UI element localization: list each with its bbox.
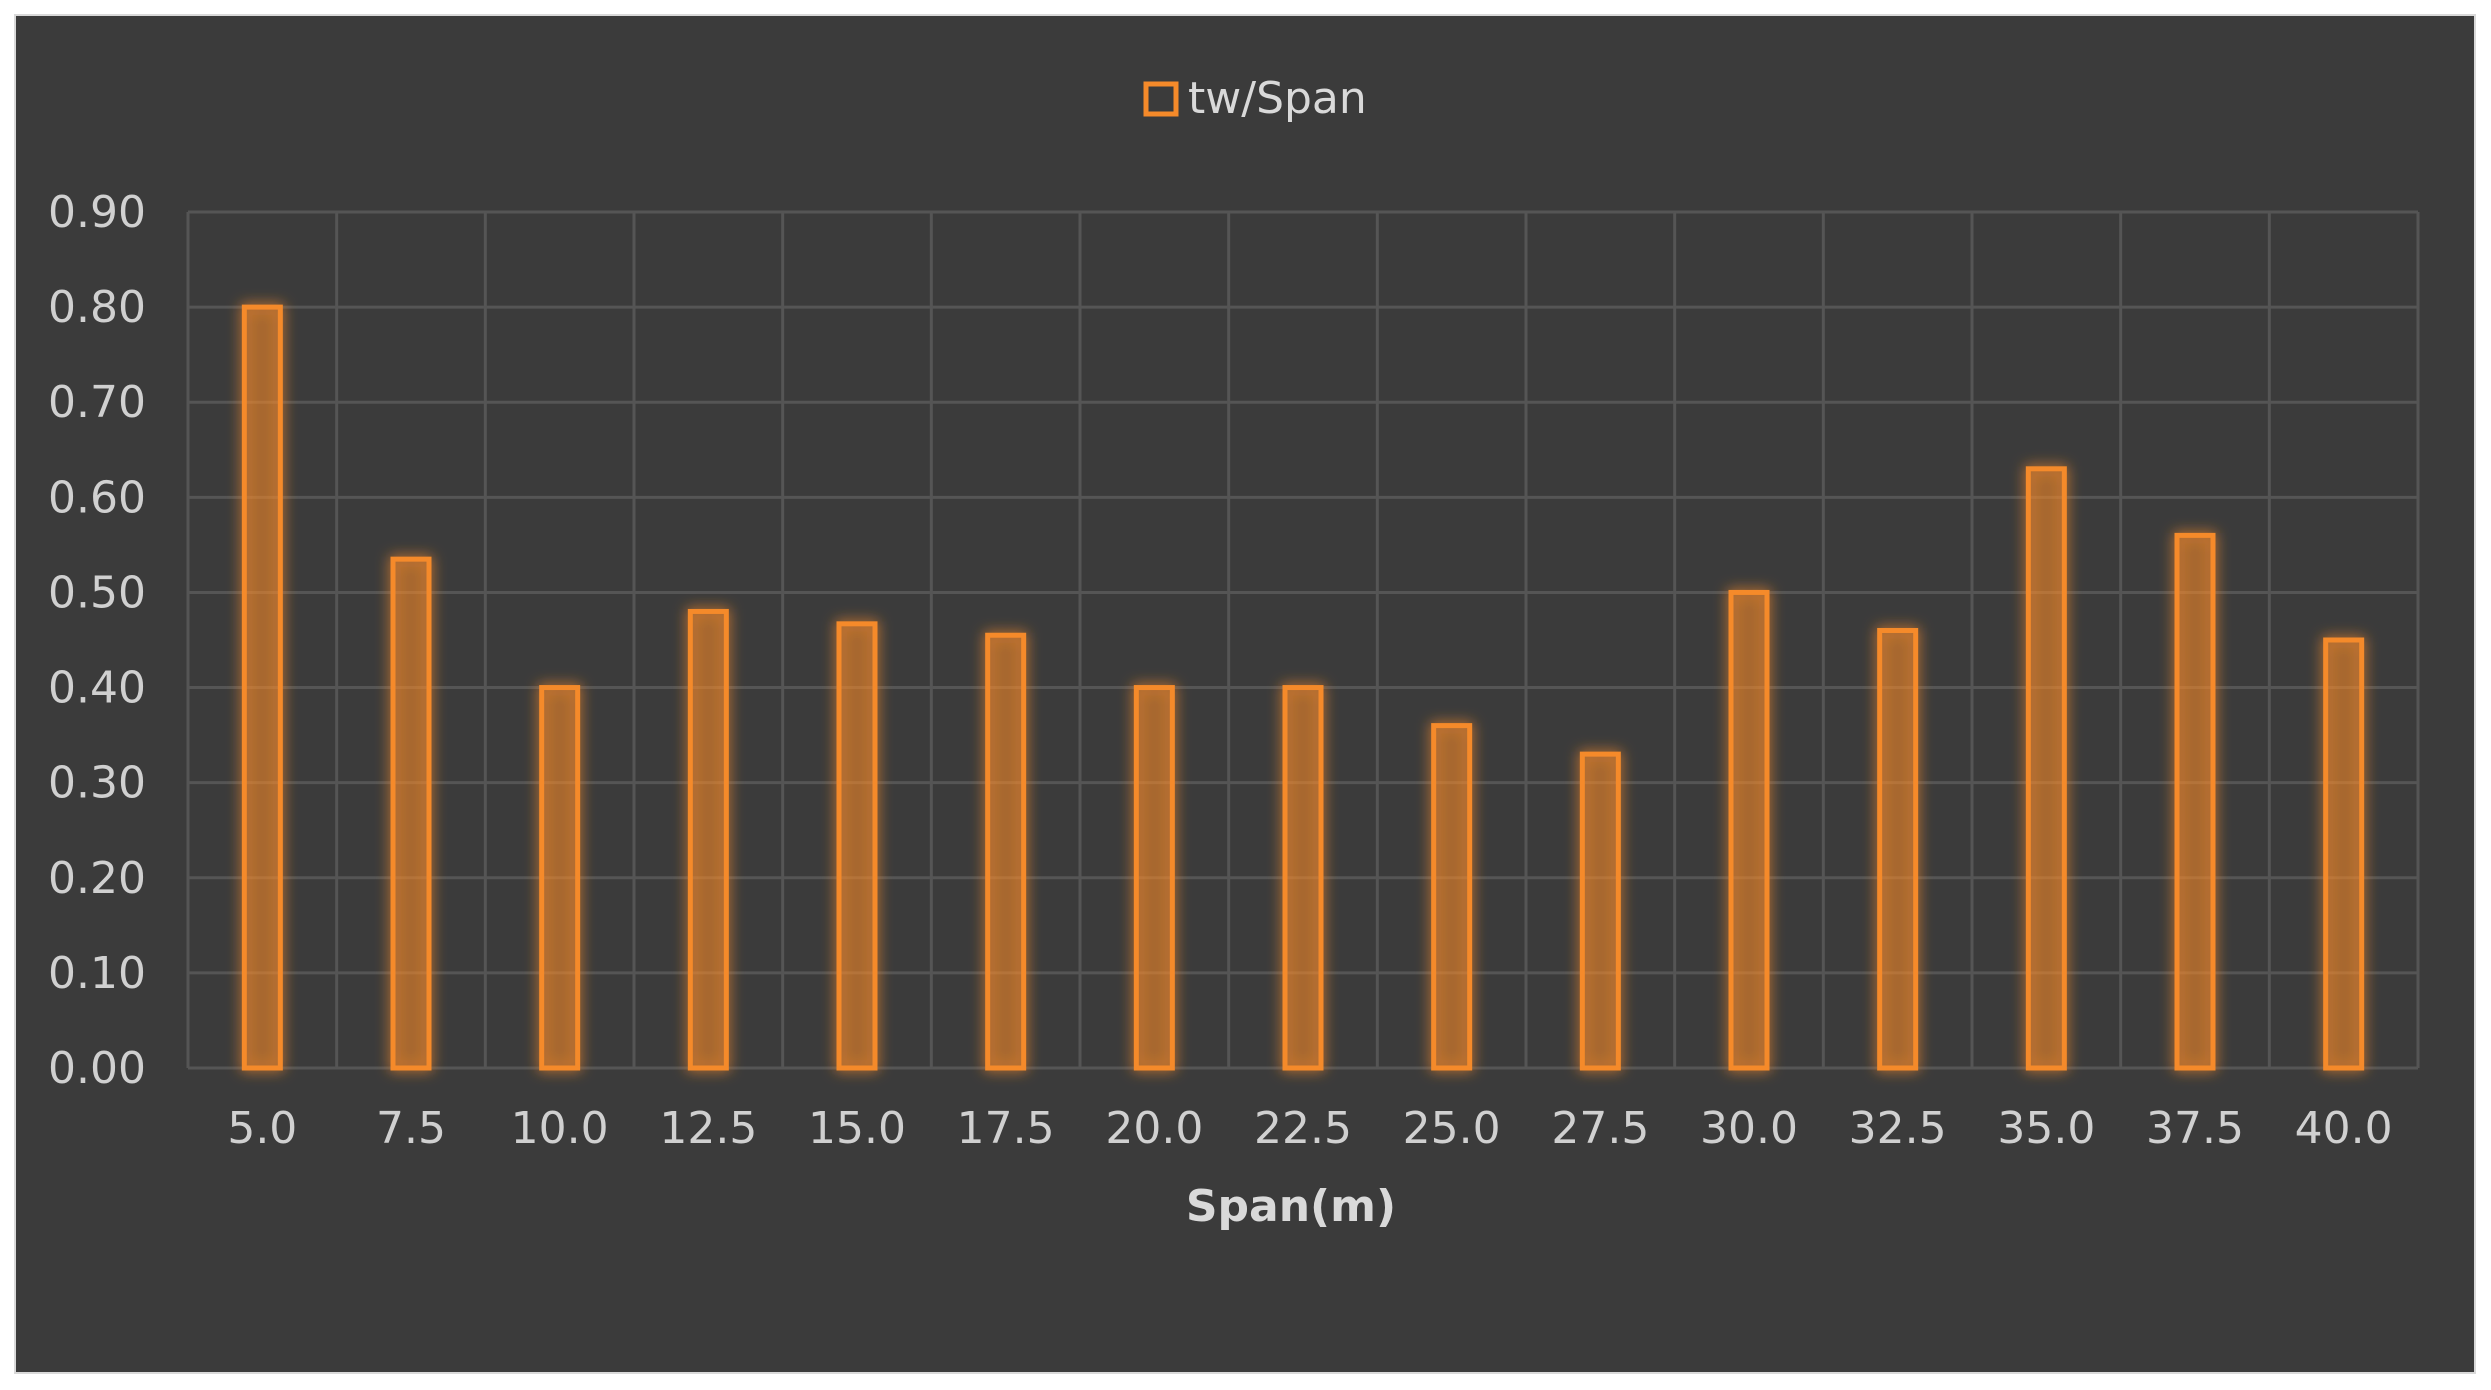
x-tick-label: 40.0 <box>2295 1103 2393 1154</box>
y-tick-label: 0.00 <box>48 1043 146 1094</box>
y-tick-label: 0.90 <box>48 187 146 238</box>
bar-40-0 <box>2323 637 2365 1071</box>
x-tick-label: 7.5 <box>376 1103 446 1154</box>
x-tick-label: 30.0 <box>1700 1103 1798 1154</box>
bar-12-5 <box>687 608 729 1071</box>
y-tick-label: 0.10 <box>48 948 146 999</box>
x-tick-label: 20.0 <box>1105 1103 1203 1154</box>
legend: tw/Span <box>1143 73 1367 124</box>
bar-5-0 <box>241 304 283 1071</box>
legend-label-tw-span: tw/Span <box>1188 73 1367 124</box>
bar-chart: tw/Span 0.00 0.10 0.20 0.30 0.40 0.50 0.60 0.70… <box>48 73 2420 1232</box>
bars <box>241 304 2365 1071</box>
bar-20-0 <box>1133 685 1175 1071</box>
x-tick-label: 15.0 <box>808 1103 906 1154</box>
bar-30-0 <box>1728 589 1770 1071</box>
x-tick-label: 25.0 <box>1403 1103 1501 1154</box>
y-tick-label: 0.40 <box>48 663 146 714</box>
bar-17-5 <box>985 632 1027 1071</box>
y-tick-label: 0.60 <box>48 472 146 523</box>
y-tick-label: 0.20 <box>48 853 146 904</box>
y-tick-label: 0.30 <box>48 758 146 809</box>
x-axis-title: Span(m) <box>1186 1181 1396 1232</box>
y-tick-label: 0.70 <box>48 377 146 428</box>
x-tick-label: 32.5 <box>1849 1103 1947 1154</box>
x-tick-label: 12.5 <box>659 1103 757 1154</box>
x-tick-label: 10.0 <box>511 1103 609 1154</box>
y-tick-label: 0.50 <box>48 567 146 618</box>
bar-27-5 <box>1579 751 1621 1071</box>
x-tick-label: 17.5 <box>957 1103 1055 1154</box>
x-tick-label: 37.5 <box>2146 1103 2244 1154</box>
chart-area: tw/Span 0.00 0.10 0.20 0.30 0.40 0.50 0.60 0.70… <box>14 14 2476 1374</box>
x-tick-label: 22.5 <box>1254 1103 1352 1154</box>
bar-10-0 <box>539 685 581 1071</box>
bar-37-5 <box>2174 532 2216 1071</box>
bar-35-0 <box>2025 466 2067 1071</box>
y-axis-tick-labels: 0.00 0.10 0.20 0.30 0.40 0.50 0.60 0.70 0.80 0.90 <box>48 187 146 1094</box>
bar-15-0 <box>836 621 878 1071</box>
x-tick-label: 35.0 <box>1997 1103 2095 1154</box>
y-tick-label: 0.80 <box>48 282 146 333</box>
bar-32-5 <box>1877 627 1919 1071</box>
x-tick-label: 5.0 <box>227 1103 297 1154</box>
gridlines <box>186 210 2420 1070</box>
legend-swatch-tw-span <box>1143 81 1179 117</box>
bar-22-5 <box>1282 685 1324 1071</box>
x-axis-tick-labels: 5.0 7.5 10.0 12.5 15.0 17.5 20.0 22.5 25.0 27.5 30… <box>227 1103 2392 1154</box>
bar-25-0 <box>1431 723 1473 1071</box>
bar-7-5 <box>390 556 432 1071</box>
x-tick-label: 27.5 <box>1551 1103 1649 1154</box>
